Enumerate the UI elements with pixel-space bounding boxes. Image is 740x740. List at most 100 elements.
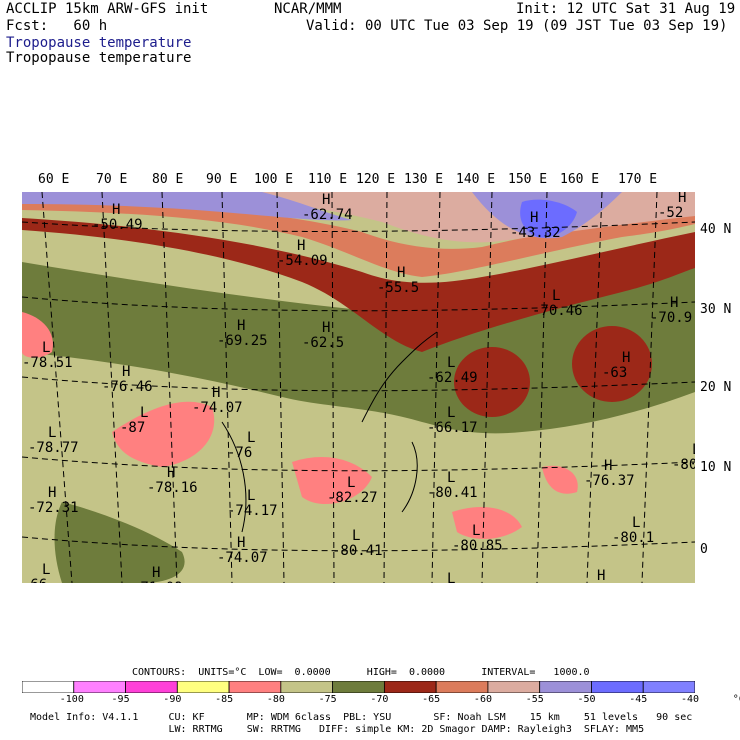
color-bar <box>22 681 695 693</box>
map-extremum-type: L <box>472 523 480 539</box>
map-extremum-value: -78.16 <box>147 480 198 496</box>
map-extremum-type: L <box>42 562 50 578</box>
map-extremum-value: -66.17 <box>427 420 478 436</box>
map-extremum-type: H <box>322 192 330 208</box>
map-extremum-type: H <box>212 385 220 401</box>
color-bar-label: -100 <box>59 694 84 705</box>
map-extremum-type: H <box>237 318 245 334</box>
color-bar-label: -45 <box>629 694 648 705</box>
map-extremum-value: -43.32 <box>510 225 561 241</box>
color-bar-label: -40 <box>681 694 700 705</box>
forecast-hour: Fcst: 60 h <box>6 18 108 34</box>
init-time: Init: 12 UTC Sat 31 Aug 19 <box>516 1 736 17</box>
color-bar-swatch <box>383 681 437 693</box>
map-extremum-type: L <box>140 405 148 421</box>
map-extremum-type: L <box>552 288 560 304</box>
map-extremum-value: -70.9 <box>650 310 692 326</box>
longitude-label: 110 E <box>308 172 348 187</box>
map-extremum-value: -50.49 <box>92 217 143 233</box>
map-extremum-value: -82.27 <box>327 490 378 506</box>
map-extremum-value: -76.46 <box>102 379 153 395</box>
valid-time: Valid: 00 UTC Tue 03 Sep 19 (09 JST Tue … <box>306 18 728 34</box>
map-extremum-type: H <box>604 458 612 474</box>
map-panel: H -50.49 H -62.74 H -43.32 H -52 H -54.09 H -55.5 L -… <box>22 192 695 583</box>
map-extremum-value: -62.49 <box>427 370 478 386</box>
color-bar-swatch <box>435 681 489 693</box>
longitude-label: 160 E <box>560 172 600 187</box>
color-bar-label: -70 <box>370 694 389 705</box>
map-extremum-type: L <box>347 475 355 491</box>
map-extremum-value: -78.77 <box>28 440 79 456</box>
color-bar-swatch <box>487 681 541 693</box>
longitude-label: 60 E <box>38 172 70 187</box>
map-extremum-value: -69.25 <box>217 333 268 349</box>
map-extremum-value: -74.07 <box>192 400 243 416</box>
latitude-label: 0 <box>700 542 708 557</box>
contours-info: CONTOURS: UNITS=°C LOW= 0.0000 HIGH= 0.0… <box>132 667 590 678</box>
map-extremum-type: H <box>152 565 160 581</box>
map-extremum-type: L <box>632 515 640 531</box>
color-bar-label: -55 <box>525 694 544 705</box>
map-extremum-value: -76.37 <box>584 473 635 489</box>
map-extremum-type: L <box>447 355 455 371</box>
latitude-label: 20 N <box>700 380 732 395</box>
color-bar-swatch <box>332 681 385 693</box>
map-extremum-type: H <box>678 192 686 206</box>
map-extremum-value: -70.46 <box>532 303 583 319</box>
color-bar-label: -80 <box>266 694 285 705</box>
map-extremum-type: H <box>297 238 305 254</box>
map-extremum-type: L <box>48 425 56 441</box>
map-extremum-type: L <box>447 470 455 486</box>
map-extremum-value: -78.51 <box>22 355 73 371</box>
color-bar-label: -60 <box>473 694 492 705</box>
map-extremum-value: -62.74 <box>302 207 353 223</box>
map-extremum-type: L <box>447 571 455 583</box>
color-bar-swatch <box>280 681 334 693</box>
map-extremum-type: L <box>692 442 695 458</box>
longitude-label: 140 E <box>456 172 496 187</box>
longitude-label: 100 E <box>254 172 294 187</box>
field-title-shaded: Tropopause temperature <box>6 35 192 51</box>
color-bar-label: -75 <box>318 694 337 705</box>
color-bar-swatch <box>22 681 75 693</box>
map-extremum-value: -72.31 <box>28 500 79 516</box>
color-bar-label: -95 <box>111 694 130 705</box>
map-extremum-type: H <box>397 265 405 281</box>
color-bar-swatch <box>539 681 592 693</box>
latitude-label: 10 N <box>700 460 732 475</box>
map-extremum-value: -55.5 <box>377 280 419 296</box>
field-title-contour: Tropopause temperature <box>6 50 192 66</box>
map-extremum-value: -80.1 <box>612 530 654 546</box>
map-extremum-type: L <box>352 528 360 544</box>
longitude-label: 80 E <box>152 172 184 187</box>
map-extremum-value: -63 <box>602 365 627 381</box>
model-info: Model Info: V4.1.1 CU: KF MP: WDM 6class… <box>30 712 693 723</box>
map-extremum-type: H <box>48 485 56 501</box>
map-extremum-type: H <box>670 295 678 311</box>
map-extremum-type: L <box>247 430 255 446</box>
map-extremum-type: H <box>530 210 538 226</box>
map-extremum-value: -62.5 <box>302 335 344 351</box>
longitude-label: 130 E <box>404 172 444 187</box>
color-bar-swatch <box>176 681 230 693</box>
map-extremum-value: -74.17 <box>227 503 278 519</box>
map-extremum-type: H <box>122 364 130 380</box>
physics-info: LW: RRTMG SW: RRTMG DIFF: simple KM: 2D … <box>30 724 645 735</box>
map-extremum-type: H <box>112 202 120 218</box>
org-label: NCAR/MMM <box>274 1 342 17</box>
color-bar-swatch <box>73 681 126 693</box>
map-extremum-value: -66 <box>22 577 47 583</box>
longitude-label: 150 E <box>508 172 548 187</box>
map-extremum-value: -80.41 <box>332 543 383 559</box>
color-bar-swatch <box>125 681 178 693</box>
map-extremum-value: -74.07 <box>217 550 268 566</box>
map-extremum-type: H <box>322 320 330 336</box>
latitude-label: 40 N <box>700 222 732 237</box>
map-extremum-value: -80.41 <box>427 485 478 501</box>
map-extremum-value: -76 <box>227 445 252 461</box>
map-extremum-type: H <box>237 535 245 551</box>
map-extremum-type: H <box>622 350 630 366</box>
map-extremum-type: L <box>42 340 50 356</box>
map-extremum-value: -71.08 <box>132 580 183 583</box>
map-extremum-value: -80.85 <box>452 538 503 554</box>
